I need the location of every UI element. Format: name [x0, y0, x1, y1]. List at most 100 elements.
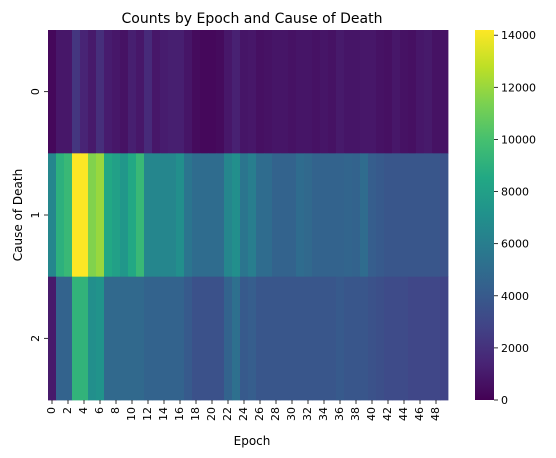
heatmap-cell	[368, 276, 377, 401]
y-tick-label: 2	[29, 335, 42, 342]
heatmap-cell	[384, 153, 393, 278]
heatmap-cell	[88, 153, 97, 278]
heatmap-cell	[376, 276, 385, 401]
heatmap-cells	[48, 30, 449, 401]
x-tick-label: 44	[397, 407, 410, 421]
heatmap-cell	[48, 153, 57, 278]
heatmap-cell	[408, 30, 417, 154]
heatmap-cell	[96, 30, 105, 154]
x-tick-label: 0	[45, 407, 58, 414]
heatmap-cell	[72, 153, 81, 278]
x-tick-label: 32	[301, 407, 314, 421]
heatmap-cell	[280, 153, 289, 278]
heatmap-cell	[440, 153, 449, 278]
heatmap-cell	[128, 276, 137, 401]
heatmap-cell	[208, 153, 217, 278]
heatmap-cell	[72, 276, 81, 401]
heatmap-cell	[136, 30, 145, 154]
x-tick-label: 28	[269, 407, 282, 421]
heatmap-cell	[344, 30, 353, 154]
colorbar-tick-label: 10000	[501, 133, 536, 146]
colorbar-tick-label: 12000	[501, 81, 536, 94]
heatmap-cell	[80, 153, 89, 278]
heatmap-cell	[200, 30, 209, 154]
heatmap-cell	[368, 153, 377, 278]
heatmap-cell	[312, 276, 321, 401]
heatmap-cell	[296, 30, 305, 154]
x-tick-label: 4	[77, 407, 90, 414]
heatmap-cell	[264, 276, 273, 401]
heatmap-cell	[296, 153, 305, 278]
x-tick-label: 42	[381, 407, 394, 421]
heatmap-cell	[184, 30, 193, 154]
heatmap-cell	[280, 276, 289, 401]
heatmap-cell	[344, 276, 353, 401]
heatmap-cell	[336, 30, 345, 154]
heatmap-cell	[88, 30, 97, 154]
heatmap-cell	[416, 153, 425, 278]
heatmap-cell	[208, 276, 217, 401]
heatmap-cell	[176, 153, 185, 278]
heatmap-cell	[160, 30, 169, 154]
x-tick-label: 24	[237, 407, 250, 421]
heatmap-cell	[392, 30, 401, 154]
heatmap-cell	[248, 30, 257, 154]
heatmap-cell	[256, 276, 265, 401]
heatmap-cell	[88, 276, 97, 401]
heatmap-cell	[384, 30, 393, 154]
heatmap-cell	[248, 276, 257, 401]
heatmap-cell	[64, 30, 73, 154]
heatmap-cell	[272, 153, 281, 278]
x-tick-label: 2	[61, 407, 74, 414]
y-axis-label: Cause of Death	[11, 169, 25, 261]
heatmap-cell	[288, 153, 297, 278]
heatmap-cell	[120, 153, 129, 278]
x-tick-label: 38	[349, 407, 362, 421]
colorbar-tick-label: 6000	[501, 238, 529, 251]
heatmap-cell	[376, 30, 385, 154]
heatmap-cell	[216, 153, 225, 278]
x-tick-label: 40	[365, 407, 378, 421]
heatmap-cell	[408, 153, 417, 278]
x-tick-label: 14	[157, 407, 170, 421]
heatmap-cell	[168, 30, 177, 154]
heatmap-cell	[112, 153, 121, 278]
heatmap-cell	[176, 30, 185, 154]
heatmap-cell	[128, 30, 137, 154]
heatmap-cell	[80, 276, 89, 401]
colorbar-tick-label: 2000	[501, 342, 529, 355]
heatmap-cell	[152, 276, 161, 401]
heatmap-cell	[440, 30, 449, 154]
heatmap-cell	[376, 153, 385, 278]
heatmap-cell	[128, 153, 137, 278]
heatmap-cell	[56, 153, 65, 278]
heatmap-cell	[48, 276, 57, 401]
heatmap-cell	[288, 30, 297, 154]
y-tick-label: 1	[29, 212, 42, 219]
colorbar-tick-label: 14000	[501, 29, 536, 42]
heatmap-cell	[360, 153, 369, 278]
heatmap-cell	[296, 276, 305, 401]
heatmap-cell	[112, 30, 121, 154]
heatmap-cell	[416, 276, 425, 401]
heatmap-cell	[352, 153, 361, 278]
colorbar-tick-label: 8000	[501, 186, 529, 199]
heatmap-cell	[144, 276, 153, 401]
heatmap-cell	[104, 153, 113, 278]
heatmap-cell	[360, 276, 369, 401]
heatmap-cell	[80, 30, 89, 154]
heatmap-cell	[192, 276, 201, 401]
heatmap-cell	[232, 30, 241, 154]
heatmap-cell	[208, 30, 217, 154]
heatmap-cell	[424, 276, 433, 401]
heatmap-cell	[96, 276, 105, 401]
x-tick-label: 30	[285, 407, 298, 421]
heatmap-cell	[192, 30, 201, 154]
heatmap-cell	[368, 30, 377, 154]
heatmap-cell	[232, 153, 241, 278]
heatmap-cell	[384, 276, 393, 401]
heatmap-cell	[400, 153, 409, 278]
heatmap-cell	[344, 153, 353, 278]
heatmap-cell	[168, 153, 177, 278]
